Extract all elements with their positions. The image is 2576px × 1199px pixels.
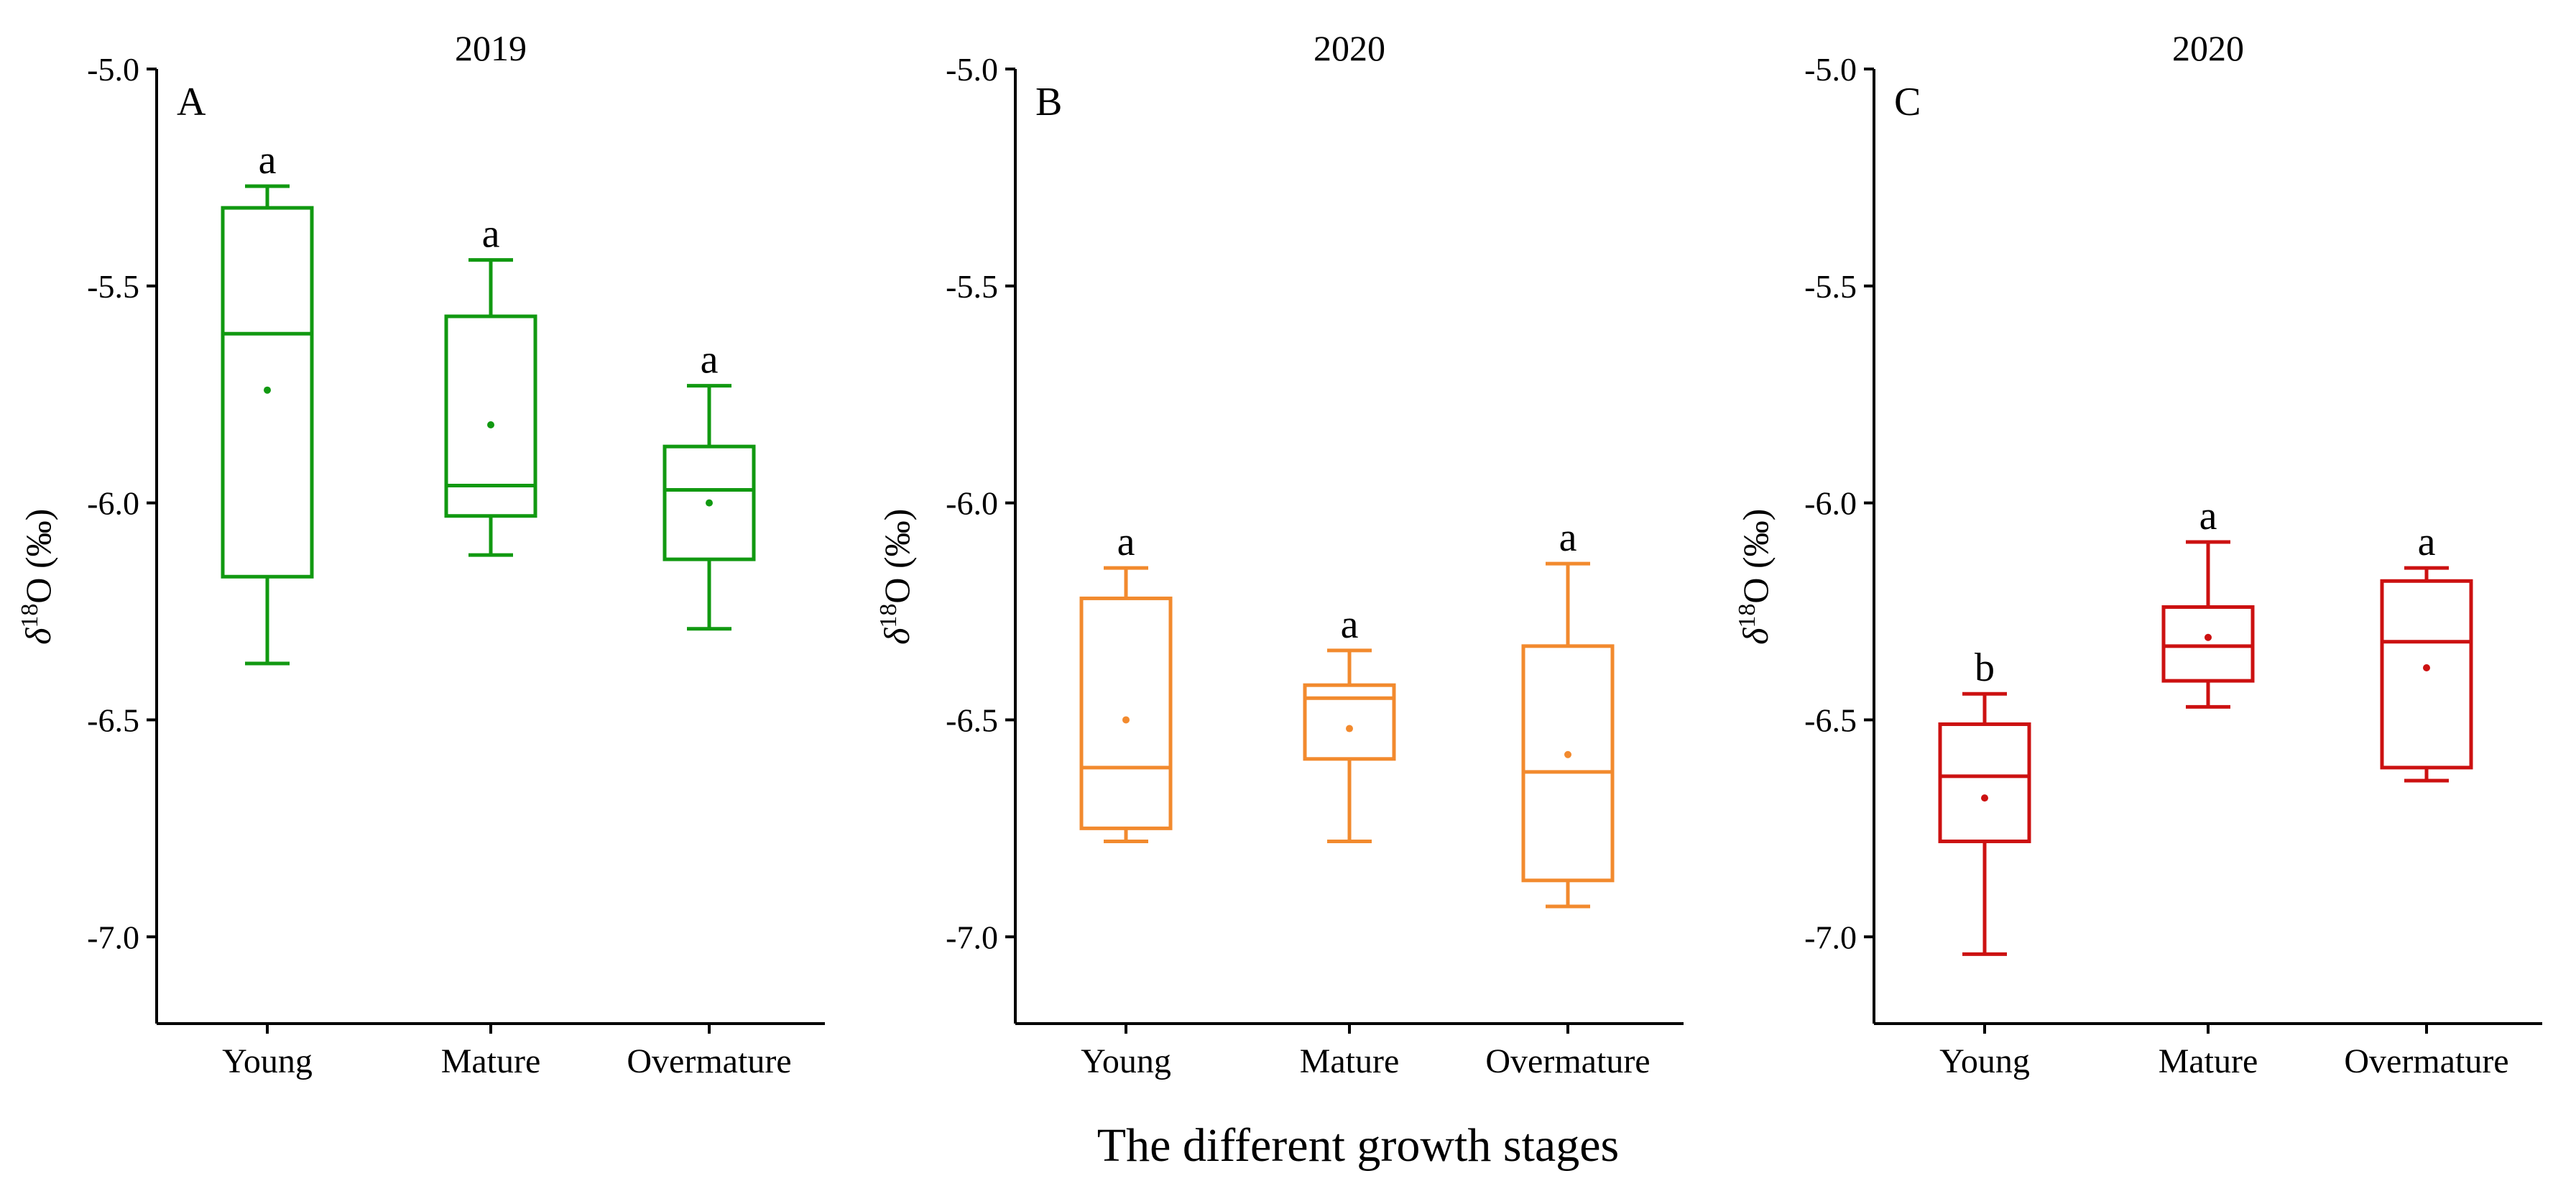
y-title-superscript: 18 bbox=[875, 604, 902, 628]
panel-c: -5.0 -5.5 -6.0 -6.5 -7.0 δ18O (‰) 2020 C Young b M… bbox=[1734, 28, 2542, 1080]
mean-marker bbox=[1564, 750, 1571, 758]
panel-a: -5.0 -5.5 -6.0 -6.5 -7.0 δ18O (‰) 2019 A Young a M… bbox=[17, 28, 825, 1080]
y-tick-label: -6.0 bbox=[1804, 485, 1857, 522]
box-mature bbox=[2161, 540, 2255, 709]
mean-marker bbox=[1122, 716, 1130, 724]
mean-marker bbox=[2423, 664, 2430, 672]
y-tick-label: -6.0 bbox=[946, 485, 998, 522]
y-title-symbol: δ bbox=[877, 628, 917, 645]
iqr-box bbox=[221, 206, 314, 579]
x-tick-label: Young bbox=[1939, 1042, 2030, 1080]
mean-marker bbox=[487, 421, 494, 428]
x-tick-label: Mature bbox=[2159, 1042, 2258, 1080]
x-tick-label: Young bbox=[222, 1042, 313, 1080]
box-young bbox=[1938, 692, 2031, 956]
significance-letter: a bbox=[1559, 515, 1577, 560]
panel-letter: B bbox=[1035, 80, 1062, 124]
y-tick-label: -7.0 bbox=[946, 919, 998, 955]
significance-letter: a bbox=[1341, 602, 1359, 647]
iqr-box bbox=[1938, 722, 2031, 843]
x-tick-label: Overmature bbox=[2344, 1042, 2508, 1080]
significance-letter: a bbox=[259, 138, 277, 183]
mean-marker bbox=[2205, 633, 2212, 641]
y-tick-label: -6.5 bbox=[87, 702, 139, 738]
y-title-superscript: 18 bbox=[1734, 604, 1760, 628]
significance-letter: a bbox=[2418, 520, 2436, 564]
y-title-symbol: δ bbox=[1735, 628, 1776, 645]
iqr-box bbox=[1303, 683, 1396, 761]
panel-letter: A bbox=[177, 80, 206, 124]
significance-letter: b bbox=[1975, 646, 1995, 690]
panel-title: 2020 bbox=[1314, 28, 1385, 68]
significance-letter: a bbox=[482, 212, 500, 257]
mean-marker bbox=[706, 499, 713, 507]
iqr-box bbox=[1521, 644, 1615, 883]
y-title-superscript: 18 bbox=[17, 604, 43, 628]
y-axis-title: δ18O (‰) bbox=[875, 509, 918, 645]
iqr-box bbox=[2380, 579, 2473, 770]
y-tick-label: -7.0 bbox=[87, 919, 139, 955]
box-young bbox=[1079, 566, 1173, 843]
box-overmature bbox=[1521, 561, 1615, 909]
y-title-text: O (‰) bbox=[1735, 509, 1776, 604]
y-tick-label: -5.5 bbox=[87, 268, 139, 305]
significance-letter: a bbox=[1117, 520, 1135, 564]
y-tick-label: -6.0 bbox=[87, 485, 139, 522]
iqr-box bbox=[2161, 605, 2255, 683]
x-tick-label: Mature bbox=[1300, 1042, 1400, 1080]
y-tick-label: -5.5 bbox=[946, 268, 998, 305]
iqr-box bbox=[1079, 596, 1173, 830]
box-young bbox=[221, 184, 314, 666]
x-tick-label: Overmature bbox=[1485, 1042, 1650, 1080]
box-mature bbox=[1303, 648, 1396, 843]
y-tick-label: -6.5 bbox=[946, 702, 998, 738]
significance-letter: a bbox=[701, 338, 719, 382]
y-axis-title: δ18O (‰) bbox=[1734, 509, 1776, 645]
y-tick-label: -5.0 bbox=[87, 51, 139, 88]
mean-marker bbox=[1981, 794, 1988, 802]
y-tick-label: -6.5 bbox=[1804, 702, 1857, 738]
x-tick-label: Overmature bbox=[627, 1042, 791, 1080]
y-title-text: O (‰) bbox=[18, 509, 58, 604]
panel-title: 2020 bbox=[2172, 28, 2244, 68]
panel-letter: C bbox=[1894, 80, 1921, 124]
x-tick-label: Young bbox=[1081, 1042, 1171, 1080]
y-title-symbol: δ bbox=[18, 628, 58, 645]
panel-title: 2019 bbox=[455, 28, 527, 68]
mean-marker bbox=[264, 386, 271, 394]
box-mature bbox=[444, 258, 537, 557]
iqr-box bbox=[444, 314, 537, 518]
box-overmature bbox=[663, 384, 756, 631]
x-tick-label: Mature bbox=[441, 1042, 541, 1080]
y-tick-label: -5.0 bbox=[1804, 51, 1857, 88]
panel-b: -5.0 -5.5 -6.0 -6.5 -7.0 δ18O (‰) 2020 B Young a M… bbox=[875, 28, 1684, 1080]
y-tick-label: -5.5 bbox=[1804, 268, 1857, 305]
y-tick-label: -5.0 bbox=[946, 51, 998, 88]
significance-letter: a bbox=[2199, 494, 2217, 538]
mean-marker bbox=[1346, 725, 1353, 732]
iqr-box bbox=[663, 444, 756, 561]
box-overmature bbox=[2380, 566, 2473, 783]
y-axis-title: δ18O (‰) bbox=[17, 509, 59, 645]
x-axis-title: The different growth stages bbox=[1097, 1119, 1619, 1172]
y-title-text: O (‰) bbox=[877, 509, 917, 604]
y-tick-label: -7.0 bbox=[1804, 919, 1857, 955]
